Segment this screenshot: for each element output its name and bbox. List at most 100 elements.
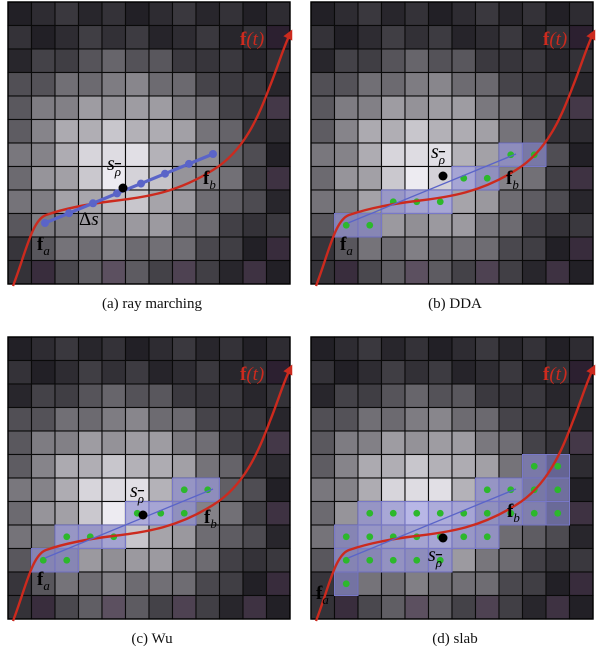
grid-cell — [498, 359, 524, 385]
ray-segment — [44, 152, 214, 225]
grid-cell — [124, 406, 150, 432]
grid-cell — [30, 259, 56, 285]
grid-cell — [521, 165, 547, 191]
grid-cell — [7, 383, 33, 409]
grid-cell — [310, 430, 336, 456]
grid-cell — [357, 165, 383, 191]
grid-cell — [171, 359, 197, 385]
grid-cell — [474, 24, 500, 50]
grid-cell — [380, 48, 406, 74]
grid-cell — [404, 118, 430, 144]
grid-cell — [77, 383, 103, 409]
grid-cell — [265, 189, 291, 215]
grid-cell — [498, 383, 524, 409]
grid-cell — [101, 48, 127, 74]
grid-cell — [124, 453, 150, 479]
panel-slab: f(t) fa fb sρ — [310, 336, 596, 622]
grid-cell — [404, 212, 430, 238]
sample-label-s-rho: sρ — [130, 480, 144, 506]
grid-cell — [77, 547, 103, 573]
slab-sample-dot — [413, 509, 421, 517]
midpoint-dot — [438, 533, 448, 543]
grid-cell — [265, 1, 291, 27]
grid-cell — [171, 118, 197, 144]
grid-cell — [545, 189, 571, 215]
grid-cell — [242, 236, 268, 262]
grid-cell — [171, 24, 197, 50]
grid-cell — [265, 24, 291, 50]
grid-cell — [545, 142, 571, 168]
grid-cell — [333, 165, 359, 191]
grid-cell — [101, 359, 127, 385]
slab-sample-dot — [530, 509, 538, 517]
grid-cell — [30, 500, 56, 526]
ray-march-dot — [161, 169, 169, 178]
grid-cell — [404, 477, 430, 503]
grid-cell — [521, 118, 547, 144]
grid-cell — [30, 524, 56, 550]
grid-cell — [265, 500, 291, 526]
grid-cell — [148, 453, 174, 479]
grid-cell — [568, 236, 594, 262]
grid-cell — [195, 236, 221, 262]
grid-cell — [30, 142, 56, 168]
grid-cell — [333, 95, 359, 121]
grid-cell — [498, 212, 524, 238]
start-label-fa: fa — [37, 569, 50, 593]
grid-cell — [54, 48, 80, 74]
grid-cell — [30, 430, 56, 456]
grid-cell — [310, 24, 336, 50]
grid-cell — [451, 24, 477, 50]
grid-cell — [171, 212, 197, 238]
wu-sample-dot — [39, 556, 47, 564]
grid-cell — [451, 95, 477, 121]
grid-cell — [7, 406, 33, 432]
grid-cell — [568, 571, 594, 597]
grid-cell — [474, 1, 500, 27]
grid-cell — [333, 500, 359, 526]
grid-cell — [124, 142, 150, 168]
grid-cell — [218, 453, 244, 479]
grid-cell — [357, 259, 383, 285]
grid-cell — [101, 95, 127, 121]
grid-cell — [77, 571, 103, 597]
grid-cell — [427, 359, 453, 385]
grid-cell — [380, 95, 406, 121]
grid-cell — [218, 1, 244, 27]
grid-cell — [124, 336, 150, 362]
grid-cell — [218, 118, 244, 144]
curve-label: f(t) — [543, 29, 567, 50]
grid-cell — [545, 95, 571, 121]
grid-cell — [171, 71, 197, 97]
grid-cell — [242, 259, 268, 285]
curve-f-t — [314, 29, 596, 287]
grid-cell — [357, 594, 383, 620]
grid-border — [310, 336, 594, 620]
grid-cell — [242, 571, 268, 597]
grid-cell — [333, 48, 359, 74]
grid-cell — [171, 406, 197, 432]
grid-cell — [171, 336, 197, 362]
grid-cell — [451, 259, 477, 285]
grid-cell — [545, 406, 571, 432]
grid-cell — [474, 571, 500, 597]
grid-cell — [242, 383, 268, 409]
grid-cell — [7, 524, 33, 550]
grid-cell — [171, 95, 197, 121]
grid-cell — [498, 430, 524, 456]
grid-cell — [124, 1, 150, 27]
grid-cell — [54, 236, 80, 262]
ray-march-dot — [209, 150, 217, 158]
grid-cell — [474, 359, 500, 385]
grid-cell — [148, 430, 174, 456]
panel-ray-marching: f(t) fa fb sρ Δs — [7, 1, 293, 287]
grid-cell — [545, 547, 571, 573]
grid-cell — [545, 594, 571, 620]
grid-cell — [124, 359, 150, 385]
grid-cell — [498, 236, 524, 262]
midpoint-dot — [138, 510, 148, 520]
grid-cell — [148, 71, 174, 97]
grid-cell — [54, 1, 80, 27]
grid-cell — [101, 430, 127, 456]
grid-cell — [380, 594, 406, 620]
